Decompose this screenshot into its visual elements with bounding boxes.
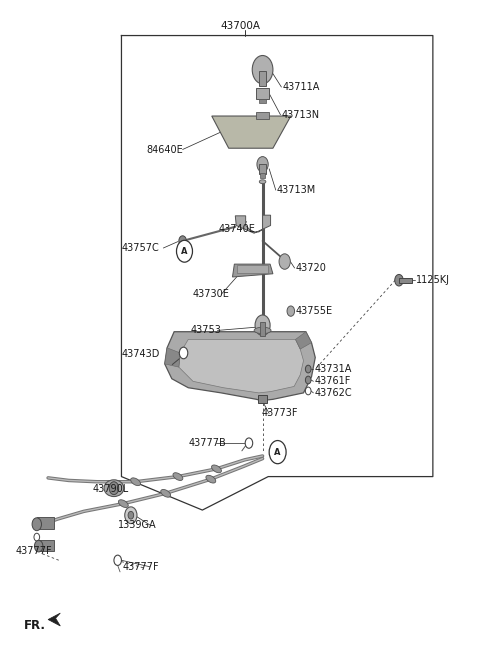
Text: 43777F: 43777F [15, 545, 52, 556]
Text: 43761F: 43761F [314, 376, 351, 386]
Text: 84640E: 84640E [146, 145, 183, 154]
Ellipse shape [104, 480, 124, 497]
Text: A: A [181, 247, 188, 256]
Polygon shape [179, 340, 303, 393]
Bar [237, 265, 268, 273]
Polygon shape [165, 348, 180, 367]
Text: 1339GA: 1339GA [118, 520, 156, 530]
Bar [260, 173, 265, 179]
Bar [256, 112, 269, 119]
Circle shape [269, 441, 286, 464]
Circle shape [114, 555, 121, 566]
Bar [259, 99, 266, 102]
Circle shape [125, 507, 137, 524]
Text: 43777B: 43777B [188, 438, 226, 448]
Text: 43790L: 43790L [92, 484, 129, 495]
Circle shape [255, 315, 270, 336]
Ellipse shape [173, 473, 183, 480]
Circle shape [128, 511, 134, 519]
Circle shape [257, 156, 268, 172]
Text: FR.: FR. [24, 620, 46, 633]
Ellipse shape [206, 475, 216, 483]
Bar [39, 539, 54, 551]
Text: 43757C: 43757C [121, 243, 159, 253]
Bar [259, 164, 266, 174]
Circle shape [252, 55, 273, 84]
Polygon shape [48, 613, 60, 626]
Polygon shape [212, 116, 291, 148]
Text: 1125KJ: 1125KJ [416, 275, 450, 285]
Circle shape [245, 438, 252, 448]
Ellipse shape [259, 180, 266, 184]
Bar [399, 278, 412, 283]
Text: 43713N: 43713N [281, 110, 320, 120]
Circle shape [179, 236, 186, 246]
Circle shape [305, 365, 311, 373]
Polygon shape [235, 215, 271, 233]
Polygon shape [165, 332, 315, 401]
Text: 43711A: 43711A [282, 82, 320, 92]
Circle shape [32, 518, 41, 531]
Circle shape [34, 533, 40, 541]
Text: 43755E: 43755E [296, 306, 333, 316]
Text: 43700A: 43700A [220, 21, 260, 31]
Ellipse shape [254, 327, 271, 334]
Text: 43777F: 43777F [122, 562, 159, 572]
Bar [258, 396, 267, 403]
Circle shape [177, 240, 192, 262]
Text: 43730E: 43730E [193, 289, 230, 300]
Ellipse shape [131, 478, 141, 486]
Circle shape [305, 387, 311, 395]
Ellipse shape [161, 489, 170, 497]
Text: 43762C: 43762C [314, 388, 352, 398]
Ellipse shape [212, 465, 221, 473]
Circle shape [287, 306, 295, 316]
Text: 43743D: 43743D [121, 350, 160, 359]
Circle shape [395, 275, 403, 286]
Text: A: A [275, 447, 281, 457]
Bar [256, 87, 269, 99]
Polygon shape [296, 332, 312, 349]
Polygon shape [232, 264, 273, 277]
Circle shape [35, 540, 43, 552]
Bar [259, 71, 266, 87]
Circle shape [109, 482, 119, 495]
Ellipse shape [119, 500, 128, 507]
Text: 43720: 43720 [296, 263, 326, 273]
Bar [37, 516, 54, 530]
Circle shape [180, 347, 188, 359]
Text: 43740E: 43740E [219, 223, 256, 234]
Circle shape [279, 254, 290, 269]
Text: 43753: 43753 [191, 325, 221, 336]
Bar [260, 322, 265, 336]
Text: 43713M: 43713M [276, 185, 316, 195]
Text: 43773F: 43773F [261, 409, 298, 419]
Text: 43731A: 43731A [314, 364, 352, 374]
Circle shape [305, 376, 311, 384]
